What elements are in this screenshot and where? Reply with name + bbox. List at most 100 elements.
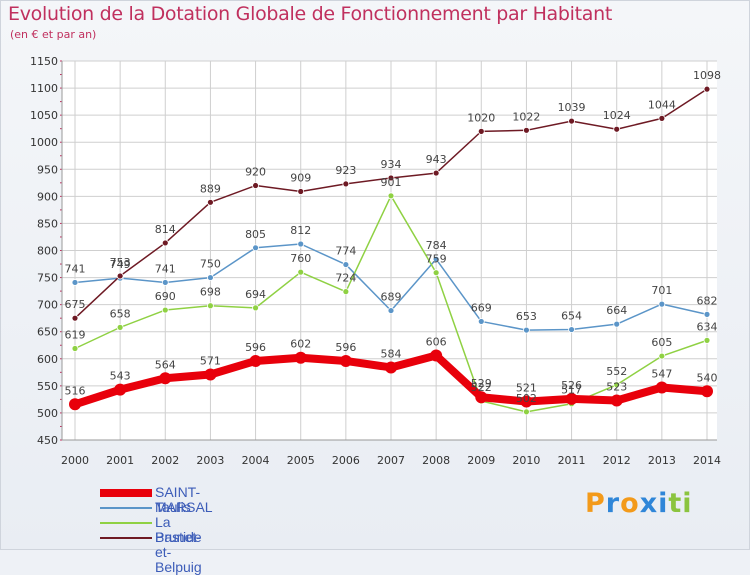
data-label: 774 <box>335 245 356 258</box>
data-label: 669 <box>471 301 492 314</box>
data-point <box>523 126 530 134</box>
data-point <box>477 127 485 135</box>
data-point <box>385 361 397 374</box>
data-label: 814 <box>155 223 176 236</box>
data-label: 619 <box>65 328 86 341</box>
data-label: 701 <box>651 284 672 297</box>
data-label: 923 <box>335 164 356 177</box>
data-point <box>432 255 440 263</box>
data-label: 653 <box>516 310 537 323</box>
x-tick-label: 2006 <box>332 454 360 467</box>
legend-swatch <box>100 507 152 509</box>
x-tick-label: 2002 <box>151 454 179 467</box>
data-label: 602 <box>290 338 311 351</box>
data-point <box>161 239 169 247</box>
data-label: 540 <box>697 371 718 384</box>
data-point <box>71 279 79 286</box>
chart-title: Evolution de la Dotation Globale de Fonc… <box>8 3 613 25</box>
data-label: 596 <box>245 341 266 354</box>
data-label: 1044 <box>648 98 676 111</box>
data-point <box>658 300 666 308</box>
data-point <box>69 398 81 411</box>
logo-letter: i <box>658 488 669 519</box>
data-point <box>430 349 443 362</box>
x-tick-label: 2005 <box>287 454 315 467</box>
data-label: 596 <box>335 341 356 354</box>
data-label: 543 <box>110 370 131 383</box>
data-point <box>387 174 395 182</box>
data-label: 694 <box>245 288 266 301</box>
data-label: 750 <box>200 258 221 271</box>
y-tick-label: 950 <box>37 163 58 176</box>
data-point <box>432 169 440 177</box>
x-tick-label: 2010 <box>512 454 540 467</box>
logo-letter: r <box>605 488 621 519</box>
y-tick-label: 850 <box>37 217 58 230</box>
data-label: 675 <box>65 298 86 311</box>
chart-subtitle: (en € et par an) <box>10 28 97 41</box>
data-label: 564 <box>155 358 176 371</box>
data-label: 634 <box>697 320 718 333</box>
x-tick-label: 2013 <box>648 454 676 467</box>
data-label: 1022 <box>512 110 540 123</box>
data-point <box>613 381 621 389</box>
data-label: 1024 <box>603 109 631 122</box>
data-label: 658 <box>110 307 131 320</box>
data-label: 934 <box>381 158 402 171</box>
y-tick-label: 1100 <box>30 82 58 95</box>
data-point <box>475 391 488 404</box>
data-point <box>114 383 127 396</box>
data-label: 698 <box>200 286 221 299</box>
data-point <box>116 272 124 280</box>
data-point <box>658 352 666 360</box>
data-point <box>252 182 259 189</box>
data-label: 689 <box>381 291 402 304</box>
legend-swatch <box>100 489 152 497</box>
data-point <box>297 188 305 195</box>
x-tick-label: 2000 <box>61 454 89 467</box>
data-point <box>703 310 711 318</box>
data-point <box>655 381 668 394</box>
x-tick-label: 2012 <box>603 454 631 467</box>
data-label: 1039 <box>558 101 586 114</box>
data-point <box>387 307 395 314</box>
data-point <box>297 240 305 248</box>
x-tick-label: 2003 <box>196 454 224 467</box>
data-label: 584 <box>381 347 402 360</box>
data-point <box>252 244 259 252</box>
data-label: 502 <box>516 392 537 405</box>
proxiti-logo: Proxiti <box>585 488 693 519</box>
legend-swatch <box>100 537 152 539</box>
data-label: 606 <box>426 336 447 349</box>
logo-letter: i <box>682 488 693 519</box>
data-label: 682 <box>697 294 718 307</box>
data-label: 760 <box>290 252 311 265</box>
data-point <box>568 326 575 333</box>
data-point <box>658 114 666 122</box>
data-point <box>339 354 352 367</box>
logo-letter: t <box>668 488 683 519</box>
data-point <box>342 180 350 188</box>
data-point <box>432 269 440 277</box>
y-tick-label: 450 <box>37 434 58 447</box>
data-point <box>520 395 533 408</box>
logo-letter: x <box>639 488 659 519</box>
data-label: 759 <box>426 253 447 266</box>
data-point <box>701 385 713 398</box>
data-point <box>523 408 530 416</box>
data-point <box>249 354 262 367</box>
data-point <box>159 372 172 385</box>
data-point <box>342 261 350 268</box>
data-label: 521 <box>516 382 537 395</box>
data-point <box>703 85 711 93</box>
data-point <box>613 320 621 328</box>
data-label: 605 <box>651 336 672 349</box>
data-label: 523 <box>606 380 627 393</box>
data-label: 784 <box>426 239 447 252</box>
data-label: 1098 <box>693 69 721 82</box>
data-label: 664 <box>606 304 627 317</box>
y-tick-label: 750 <box>37 272 58 285</box>
x-tick-label: 2014 <box>693 454 721 467</box>
data-label: 812 <box>290 224 311 237</box>
y-tick-label: 800 <box>37 245 58 258</box>
